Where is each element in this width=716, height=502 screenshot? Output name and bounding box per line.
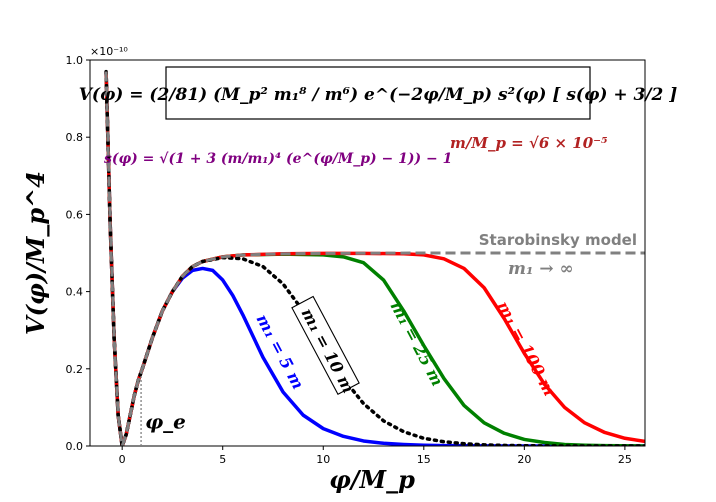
y-tick-label: 1.0 — [66, 54, 84, 67]
y-tick-label: 0.6 — [66, 208, 84, 221]
phi-e-label: φ_e — [145, 410, 186, 434]
y-tick-label: 0.0 — [66, 440, 84, 453]
x-tick-label: 20 — [517, 453, 531, 466]
plot-frame — [89, 59, 646, 447]
label-m1-25m: m₁ = 25 m — [386, 298, 447, 389]
x-axis-label: φ/M_p — [329, 465, 415, 494]
mass-ratio-label: m/M_p = √6 × 10⁻⁵ — [450, 134, 608, 152]
starobinsky-label: Starobinsky model — [479, 231, 637, 249]
x-tick-label: 5 — [219, 453, 226, 466]
label-m1-100m: m₁ = 100 m — [493, 298, 559, 399]
x-tick-label: 15 — [417, 453, 431, 466]
x-tick-label: 0 — [119, 453, 126, 466]
starobinsky-sublabel: m₁ → ∞ — [508, 259, 574, 279]
x-tick-label: 25 — [618, 453, 632, 466]
y-tick-label: 0.4 — [66, 286, 84, 299]
y-axis-label: V(φ)/M_p^4 — [21, 171, 50, 335]
x-tick-label: 10 — [316, 453, 330, 466]
y-tick-label: 0.2 — [66, 363, 84, 376]
y-tick-label: 0.8 — [66, 131, 84, 144]
formula-text: V(φ) = (2/81) (M_p² m₁⁸ / m⁶) e^(−2φ/M_p… — [79, 85, 678, 105]
plot-area — [104, 69, 645, 446]
y-scale-label: ×10⁻¹⁰ — [90, 45, 128, 58]
s-definition: s(φ) = √(1 + 3 (m/m₁)⁴ (e^(φ/M_p) − 1)) … — [104, 151, 452, 167]
axis-ticks: 0 5 10 15 20 25 0.0 0.2 0.4 0.6 0.8 1.0 — [66, 54, 632, 466]
series-line-2 — [104, 69, 645, 446]
formula-box — [165, 66, 591, 120]
series-line-0 — [104, 71, 645, 446]
